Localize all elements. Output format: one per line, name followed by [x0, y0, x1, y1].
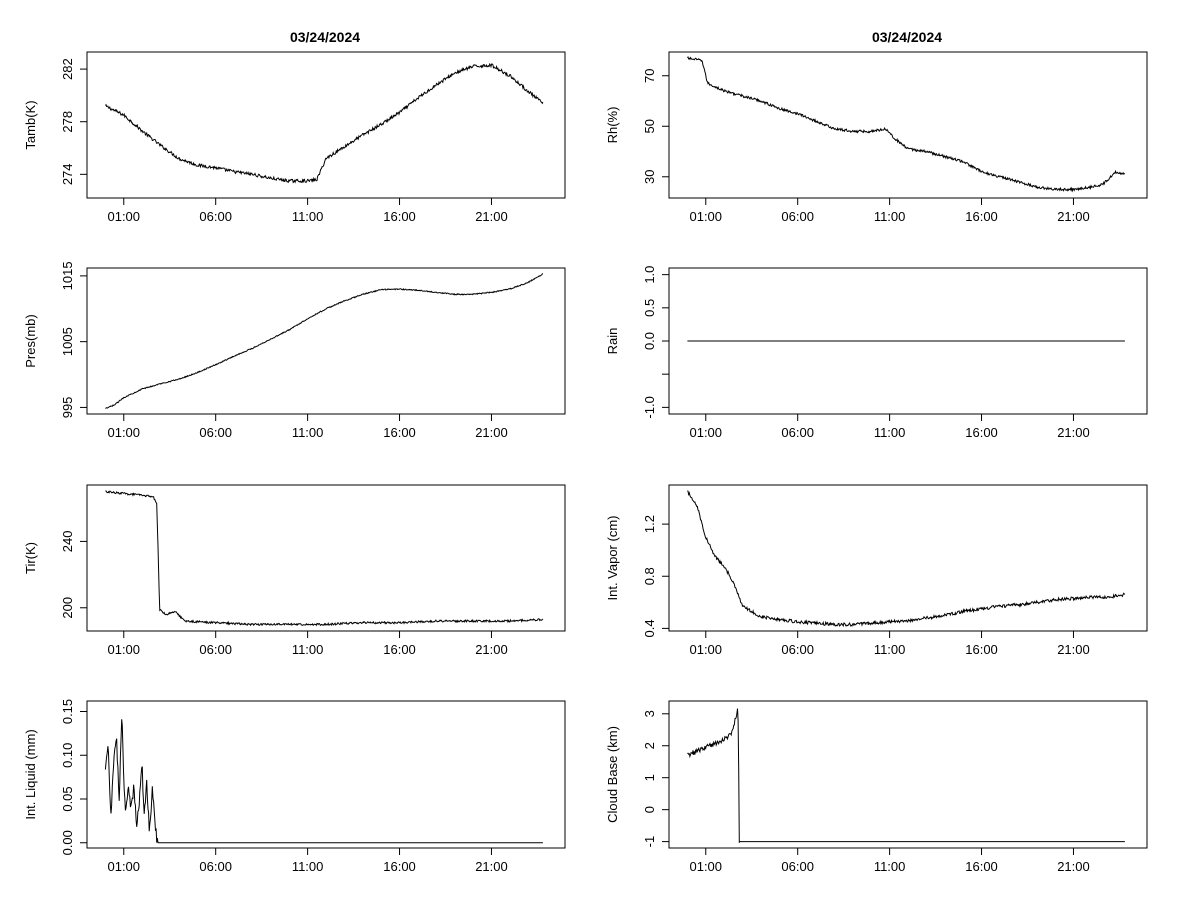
x-tick-label: 21:00: [475, 209, 508, 224]
series-line-tir: [105, 490, 544, 627]
y-tick-label: 0.00: [60, 830, 75, 855]
y-tick-label: 1.2: [642, 515, 657, 533]
x-tick-label: 01:00: [107, 209, 140, 224]
y-tick-label: 1005: [60, 327, 75, 356]
series-line-tamb: [105, 62, 544, 184]
y-tick-label: 200: [60, 597, 75, 619]
x-tick-label: 11:00: [874, 642, 906, 657]
y-tick-label: 0.4: [642, 619, 657, 637]
y-tick-label: 278: [60, 111, 75, 133]
series-line-liquid: [104, 719, 543, 844]
y-tick-label: 274: [60, 163, 75, 185]
panel-pres: 01:00 06:00 11:00 16:00 21:00 995 1005 1015 Pres…: [23, 261, 566, 440]
y-axis-label: Pres(mb): [23, 314, 38, 367]
y-axis-label: Int. Vapor (cm): [605, 515, 620, 600]
x-tick-label: 06:00: [199, 425, 232, 440]
panel-vapor: 01:00 06:00 11:00 16:00 21:00 0.4 0.8 1.2 Int. V…: [605, 484, 1148, 657]
y-tick-label: 240: [60, 531, 75, 553]
y-axis-label: Rh(%): [605, 107, 620, 144]
x-tick-label: 21:00: [475, 859, 508, 874]
x-tick-label: 16:00: [383, 642, 416, 657]
y-axis-label: Tamb(K): [23, 100, 38, 149]
title-right: 03/24/2024: [872, 29, 942, 45]
y-axis-label: Int. Liquid (mm): [23, 729, 38, 819]
panel-rh: 01:00 06:00 11:00 16:00 21:00 30 50 70 Rh(%): [605, 51, 1148, 224]
y-axis-label: Tir(K): [23, 542, 38, 574]
x-tick-label: 06:00: [781, 425, 814, 440]
y-tick-label: 3: [642, 710, 657, 717]
y-tick-label: 30: [642, 170, 657, 184]
y-tick-label: 0.10: [60, 743, 75, 768]
panel-tamb: 01:00 06:00 11:00 16:00 21:00 274 278 282 Tamb(K…: [23, 51, 566, 224]
x-tick-label: 16:00: [383, 209, 416, 224]
x-tick-label: 06:00: [781, 209, 814, 224]
y-tick-label: 0: [642, 806, 657, 813]
series-line-rh: [687, 55, 1126, 193]
y-tick-label: 1015: [60, 261, 75, 290]
y-tick-label: 282: [60, 58, 75, 80]
y-tick-label: 0.8: [642, 567, 657, 585]
y-tick-label: 0.05: [60, 786, 75, 811]
x-tick-label: 11:00: [292, 209, 324, 224]
x-tick-label: 21:00: [1057, 642, 1090, 657]
y-axis-label: Cloud Base (km): [605, 726, 620, 823]
x-tick-label: 21:00: [1057, 425, 1090, 440]
x-tick-label: 21:00: [475, 642, 508, 657]
series-line-cloud: [687, 708, 1125, 844]
y-tick-label: 1: [642, 774, 657, 781]
y-axis-label: Rain: [605, 328, 620, 355]
series-line-pres: [105, 273, 544, 409]
x-tick-label: 21:00: [1057, 209, 1090, 224]
series-line-vapor: [687, 490, 1126, 628]
x-tick-label: 16:00: [383, 425, 416, 440]
x-tick-label: 16:00: [965, 209, 998, 224]
x-tick-label: 11:00: [874, 209, 906, 224]
x-tick-label: 01:00: [689, 859, 722, 874]
x-tick-label: 21:00: [1057, 859, 1090, 874]
y-tick-label: 50: [642, 119, 657, 133]
y-tick-label: 2: [642, 742, 657, 749]
x-tick-label: 11:00: [874, 859, 906, 874]
y-tick-label: -1.0: [642, 396, 657, 418]
x-tick-label: 06:00: [199, 859, 232, 874]
y-tick-label: 995: [60, 397, 75, 419]
x-tick-label: 06:00: [781, 859, 814, 874]
x-tick-label: 01:00: [107, 425, 140, 440]
x-tick-label: 16:00: [965, 425, 998, 440]
x-tick-label: 11:00: [292, 859, 324, 874]
x-tick-label: 16:00: [965, 859, 998, 874]
x-tick-label: 06:00: [199, 642, 232, 657]
panel-tir: 01:00 06:00 11:00 16:00 21:00 200 240 Tir(K): [23, 484, 566, 657]
x-tick-label: 01:00: [689, 209, 722, 224]
y-tick-label: -1: [642, 836, 657, 848]
y-tick-label: 0.5: [642, 299, 657, 317]
x-tick-label: 06:00: [199, 209, 232, 224]
panel-cloud: 01:00 06:00 11:00 16:00 21:00 -1 0 1 2 3 Cloud Bas…: [605, 700, 1148, 874]
x-tick-label: 01:00: [689, 642, 722, 657]
y-tick-label: 0.15: [60, 699, 75, 724]
panel-liquid: 01:00 06:00 11:00 16:00 21:00 0.00 0.05 0.10 0.1…: [23, 699, 566, 874]
x-tick-label: 21:00: [475, 425, 508, 440]
y-tick-label: 0.0: [642, 332, 657, 350]
x-tick-label: 16:00: [965, 642, 998, 657]
x-tick-label: 11:00: [874, 425, 906, 440]
x-tick-label: 06:00: [781, 642, 814, 657]
y-tick-label: 70: [642, 69, 657, 83]
x-tick-label: 01:00: [107, 642, 140, 657]
y-tick-label: 1.0: [642, 266, 657, 284]
panel-rain: 01:00 06:00 11:00 16:00 21:00 -1.0 0.0 0.5 1.0 Ra…: [605, 266, 1148, 440]
x-tick-label: 11:00: [292, 642, 324, 657]
title-left: 03/24/2024: [290, 29, 360, 45]
x-tick-label: 16:00: [383, 859, 416, 874]
x-tick-label: 01:00: [107, 859, 140, 874]
x-tick-label: 01:00: [689, 425, 722, 440]
x-tick-label: 11:00: [292, 425, 324, 440]
